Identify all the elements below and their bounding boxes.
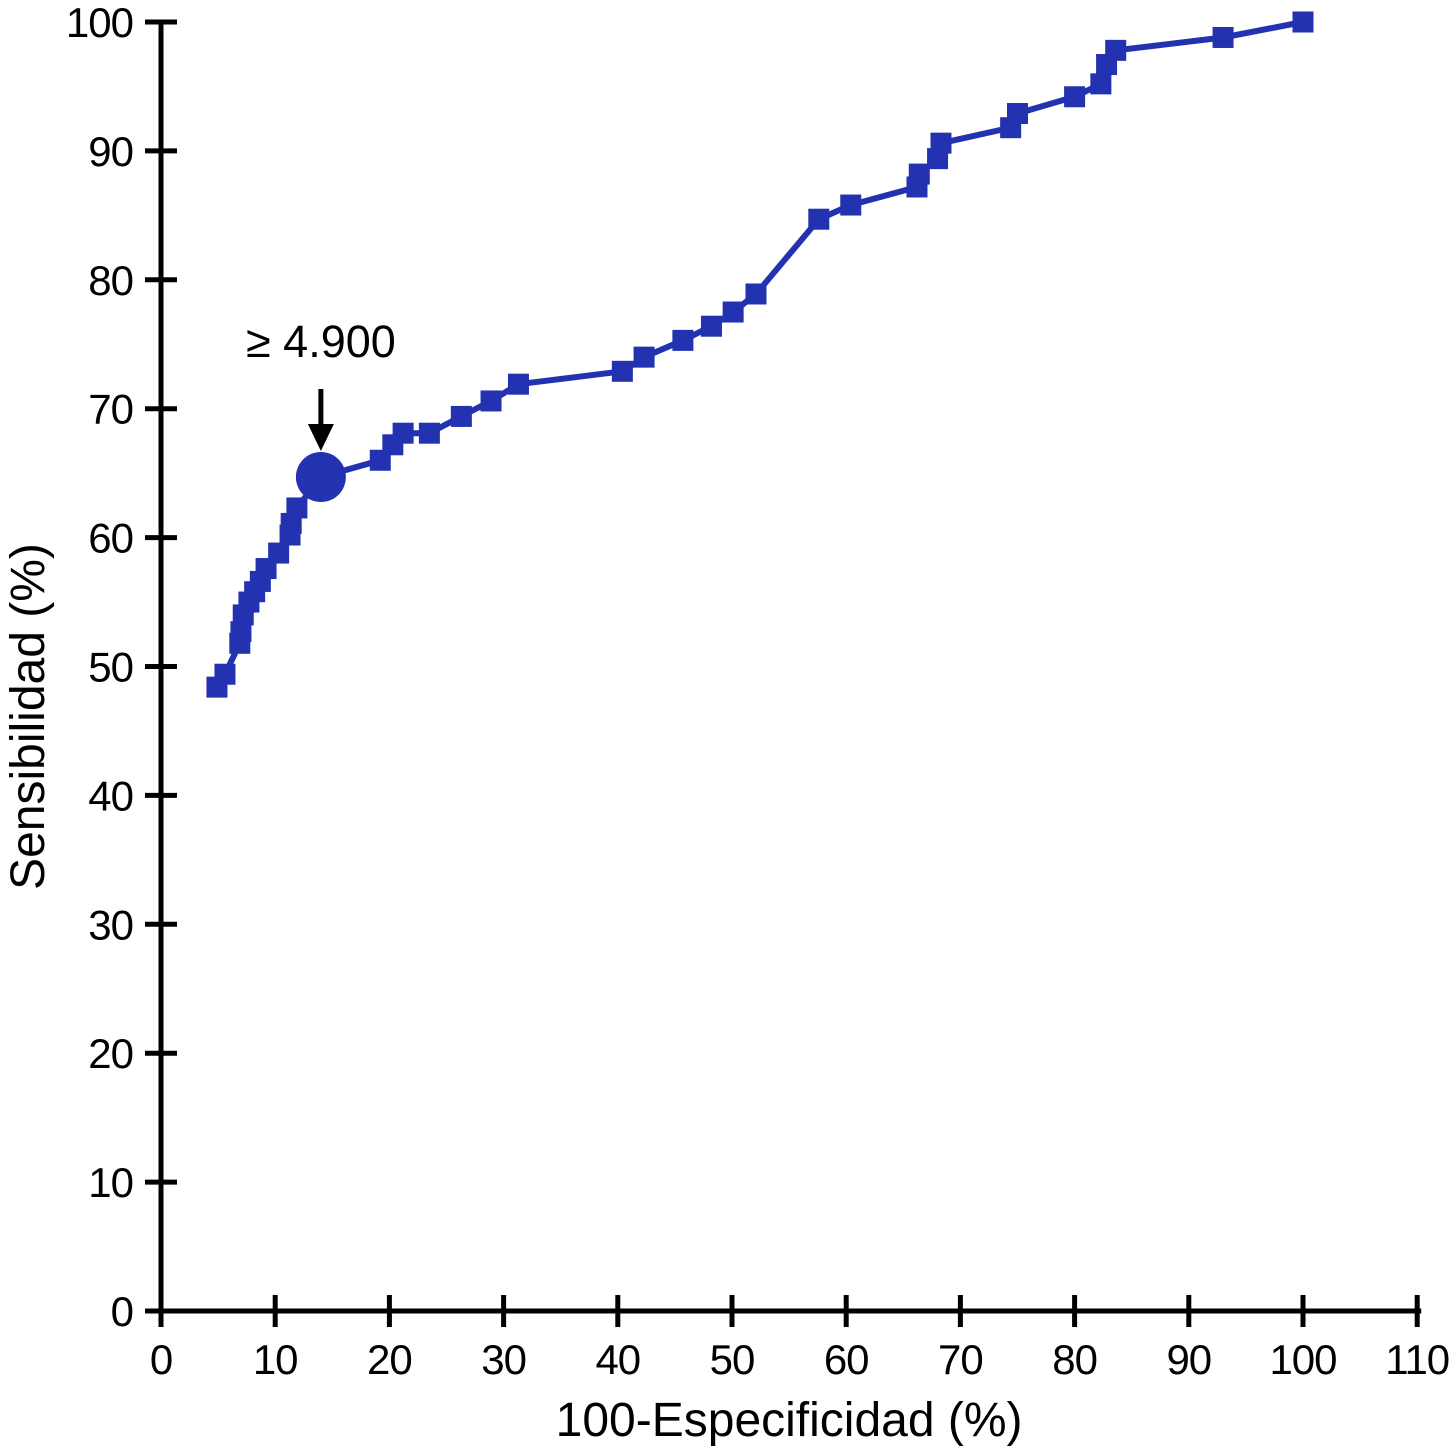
- data-point-marker: [268, 542, 290, 564]
- x-tick-label: 80: [1052, 1336, 1097, 1383]
- data-point-marker: [672, 329, 694, 351]
- y-axis-title: Sensibilidad (%): [2, 543, 55, 890]
- x-tick-label: 90: [1166, 1336, 1211, 1383]
- data-point-marker: [808, 208, 830, 230]
- x-tick-label: 20: [367, 1336, 412, 1383]
- annotation-arrow: [307, 389, 334, 452]
- data-point-marker: [700, 315, 722, 337]
- x-tick-label: 50: [710, 1336, 755, 1383]
- data-point-marker: [633, 346, 655, 368]
- data-point-marker: [1212, 26, 1234, 48]
- data-point-marker: [507, 373, 529, 395]
- data-point-marker: [214, 663, 236, 685]
- x-tick-label: 30: [481, 1336, 526, 1383]
- y-tick-label: 40: [88, 772, 133, 819]
- threshold-annotation-label: ≥ 4.900: [246, 316, 396, 367]
- data-point-marker: [611, 360, 633, 382]
- y-tick-label: 70: [88, 386, 133, 433]
- data-point-marker: [722, 301, 744, 323]
- data-point-marker: [286, 497, 308, 519]
- data-point-marker: [930, 132, 952, 154]
- x-axis-title: 100-Especificidad (%): [556, 1394, 1023, 1447]
- data-point-marker: [450, 405, 472, 427]
- x-tick-label: 0: [150, 1336, 172, 1383]
- data-point-marker: [1105, 39, 1127, 61]
- roc-series: [206, 11, 1314, 698]
- data-point-marker: [840, 194, 862, 216]
- data-point-marker: [1007, 103, 1028, 125]
- y-tick-label: 90: [88, 128, 133, 175]
- data-point-marker: [418, 422, 440, 444]
- y-tick-label: 30: [88, 901, 133, 948]
- data-point-marker: [1064, 86, 1086, 108]
- x-tick-label: 60: [824, 1336, 869, 1383]
- data-point-marker: [230, 621, 252, 643]
- data-point-marker: [908, 163, 930, 185]
- axes: 0 10 20 30 40 50 60 70 80 90 100 0 10 20 30 40 50 60 70 80 9…: [66, 0, 1450, 1383]
- data-point-marker: [1090, 73, 1112, 95]
- data-point-marker: [480, 390, 502, 412]
- arrow-head-icon: [307, 424, 334, 452]
- data-point-marker: [392, 422, 414, 444]
- y-tick-label: 60: [88, 515, 133, 562]
- y-tick-label: 10: [88, 1159, 133, 1206]
- optimal-cutoff-point: [295, 452, 346, 503]
- x-tick-label: 100: [1269, 1336, 1336, 1383]
- y-tick-label: 80: [88, 257, 133, 304]
- y-tick-label: 20: [88, 1030, 133, 1077]
- x-tick-label: 110: [1385, 1336, 1449, 1383]
- data-point-marker: [1292, 11, 1314, 33]
- x-tick-label: 40: [595, 1336, 640, 1383]
- x-tick-label: 70: [938, 1336, 983, 1383]
- y-tick-label: 0: [111, 1288, 133, 1335]
- y-tick-label: 100: [66, 0, 133, 46]
- data-point-marker: [745, 283, 767, 305]
- x-tick-label: 10: [253, 1336, 298, 1383]
- y-tick-label: 50: [88, 644, 133, 691]
